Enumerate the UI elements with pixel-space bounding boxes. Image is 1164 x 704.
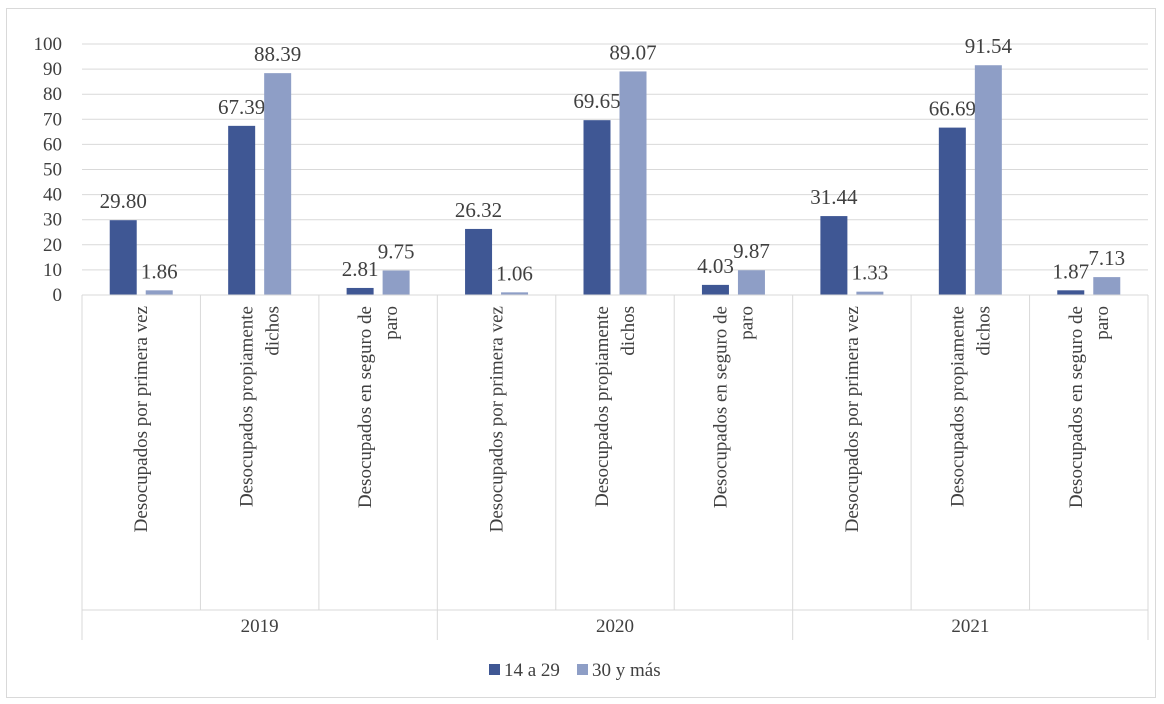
bar <box>109 220 137 295</box>
y-tick-label: 80 <box>43 84 62 105</box>
data-label: 88.39 <box>254 42 301 66</box>
category-label: Desocupados por primera vez <box>131 306 152 532</box>
category-label: dichos <box>263 306 284 356</box>
data-label: 31.44 <box>810 185 858 209</box>
data-label: 1.33 <box>852 261 889 285</box>
category-label: Desocupados en seguro de <box>355 306 376 508</box>
category-label: Desocupados propiamente <box>592 306 613 507</box>
bar <box>737 270 765 295</box>
data-label: 9.75 <box>378 240 415 264</box>
data-label: 66.69 <box>929 97 976 121</box>
chart-frame <box>6 8 1156 698</box>
category-label: dichos <box>618 306 639 356</box>
y-tick-label: 60 <box>43 134 62 155</box>
group-label: 2019 <box>241 616 279 637</box>
bar <box>856 291 884 295</box>
category-label: paro <box>381 306 402 340</box>
category-label: Desocupados en seguro de <box>1066 306 1087 508</box>
bar <box>619 71 647 296</box>
data-label: 91.54 <box>965 34 1013 58</box>
bar <box>583 120 611 295</box>
bar <box>346 287 374 295</box>
data-label: 9.87 <box>733 239 770 263</box>
y-tick-label: 40 <box>43 185 62 206</box>
category-label: paro <box>736 306 757 340</box>
data-label: 2.81 <box>342 257 379 281</box>
data-label: 4.03 <box>697 254 734 278</box>
y-tick-label: 30 <box>43 210 62 231</box>
category-label: paro <box>1092 306 1113 340</box>
category-label: Desocupados por primera vez <box>487 306 508 532</box>
group-label: 2021 <box>951 616 989 637</box>
y-tick-label: 50 <box>43 160 62 181</box>
data-label: 69.65 <box>573 89 620 113</box>
bar <box>382 270 410 295</box>
bar <box>465 228 493 295</box>
bar <box>1093 277 1121 295</box>
y-tick-label: 100 <box>34 34 63 55</box>
category-label: dichos <box>973 306 994 356</box>
data-label: 1.87 <box>1052 259 1089 283</box>
category-label: Desocupados por primera vez <box>842 306 863 532</box>
bar <box>264 73 292 295</box>
bar <box>145 290 173 295</box>
y-tick-label: 90 <box>43 59 62 80</box>
legend-swatch <box>577 664 588 675</box>
data-label: 7.13 <box>1088 246 1125 270</box>
category-label: Desocupados en seguro de <box>710 306 731 508</box>
bar <box>938 127 966 296</box>
legend-label: 14 a 29 <box>504 660 560 681</box>
bar <box>820 216 848 295</box>
category-label: Desocupados propiamente <box>237 306 258 507</box>
y-tick-label: 10 <box>43 260 62 281</box>
y-tick-label: 70 <box>43 109 62 130</box>
bar <box>501 292 529 295</box>
data-label: 26.32 <box>455 198 502 222</box>
bar <box>228 125 256 295</box>
y-tick-label: 20 <box>43 235 62 256</box>
data-label: 29.80 <box>100 189 147 213</box>
legend-label: 30 y más <box>592 660 661 681</box>
bar <box>974 65 1002 296</box>
category-label: Desocupados propiamente <box>947 306 968 507</box>
bar <box>701 284 729 295</box>
data-label: 1.06 <box>496 261 533 285</box>
data-label: 89.07 <box>609 40 656 64</box>
legend-swatch <box>489 664 500 675</box>
bar <box>1057 290 1085 295</box>
y-tick-label: 0 <box>53 285 63 306</box>
data-label: 1.86 <box>141 259 178 283</box>
group-label: 2020 <box>596 616 634 637</box>
data-label: 67.39 <box>218 95 265 119</box>
